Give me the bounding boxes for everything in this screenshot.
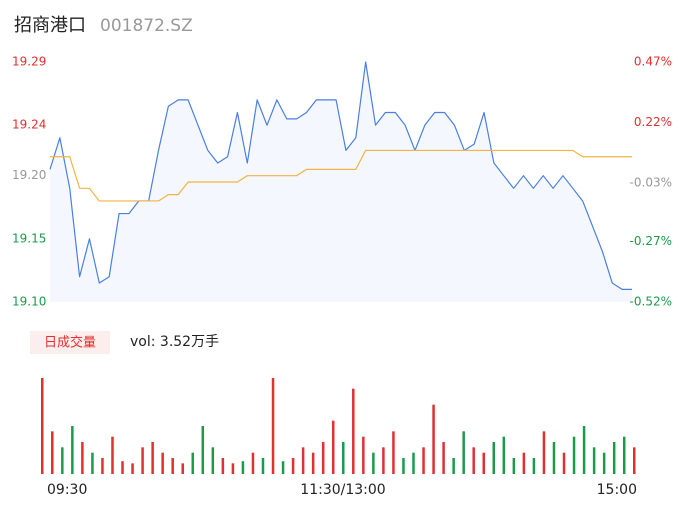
y2-tick-label: 0.22% — [634, 115, 672, 129]
volume-bar — [291, 458, 295, 474]
volume-bar — [572, 436, 576, 474]
volume-bar — [552, 442, 556, 474]
volume-bar — [562, 452, 566, 474]
volume-bar — [522, 452, 526, 474]
y2-tick-label: -0.03% — [630, 176, 672, 190]
volume-bar — [251, 452, 255, 474]
volume-bar — [612, 442, 616, 474]
volume-button-label[interactable]: 日成交量 — [44, 335, 96, 351]
volume-bar — [301, 447, 305, 474]
title: 招商港口 — [14, 15, 86, 36]
volume-bar — [61, 447, 64, 474]
x-tick-label: 15:00 — [597, 482, 637, 498]
volume-bar — [502, 436, 506, 474]
volume-bar — [191, 452, 195, 474]
volume-bar — [111, 436, 114, 474]
volume-bar — [211, 447, 215, 474]
volume-bar — [181, 463, 184, 474]
subtitle: 001872.SZ — [100, 16, 193, 36]
y-tick-label: 19.24 — [12, 118, 46, 132]
x-tick-label: 11:30/13:00 — [300, 482, 385, 498]
y2-tick-label: -0.52% — [630, 295, 672, 309]
volume-bar — [161, 452, 164, 474]
volume-bar — [141, 447, 144, 474]
volume-bar — [342, 442, 345, 474]
volume-button[interactable] — [30, 331, 110, 354]
volume-bar — [432, 404, 435, 474]
volume-bar — [592, 447, 596, 474]
volume-bar — [422, 447, 425, 474]
volume-bar — [231, 463, 235, 474]
volume-bar — [81, 442, 84, 474]
volume-bar — [382, 447, 385, 474]
volume-bar — [352, 388, 355, 474]
volume-bar — [281, 461, 285, 474]
y-tick-label: 19.20 — [12, 168, 46, 182]
volume-bar — [41, 378, 44, 474]
volume-bar — [482, 452, 485, 474]
volume-bar — [241, 461, 245, 474]
volume-bar — [171, 458, 174, 474]
volume-bar — [331, 420, 335, 474]
volume-bar — [412, 452, 415, 474]
volume-bar — [602, 452, 606, 474]
y-tick-label: 19.29 — [12, 55, 46, 69]
volume-bar — [91, 452, 94, 474]
volume-bar — [372, 452, 375, 474]
volume-bar — [271, 378, 275, 474]
volume-bar — [452, 458, 455, 474]
volume-bar — [462, 431, 465, 474]
volume-bar — [442, 442, 445, 474]
volume-bar — [472, 447, 475, 474]
volume-bar — [362, 436, 365, 474]
volume-bar — [532, 458, 536, 474]
volume-bar — [633, 447, 636, 474]
volume-bar — [71, 426, 74, 474]
y-tick-label: 19.10 — [12, 295, 46, 309]
volume-bar — [311, 452, 315, 474]
x-tick-label: 09:30 — [47, 482, 87, 498]
volume-bar — [201, 426, 205, 474]
volume-bar — [492, 442, 496, 474]
volume-bar — [151, 442, 154, 474]
volume-bar — [542, 431, 546, 474]
volume-bar — [622, 436, 626, 474]
volume-bar — [101, 458, 104, 474]
volume-label: vol: 3.52万手 — [130, 334, 219, 350]
price-area — [50, 62, 632, 302]
volume-bar — [321, 442, 325, 474]
volume-bar — [131, 463, 134, 474]
volume-bar — [582, 426, 586, 474]
volume-bar — [121, 461, 124, 474]
y2-tick-label: -0.27% — [630, 234, 672, 248]
average-line — [50, 149, 632, 202]
y-tick-label: 19.15 — [12, 231, 46, 245]
volume-bar — [261, 458, 265, 474]
volume-bar — [512, 458, 516, 474]
volume-bar — [402, 458, 405, 474]
volume-bar — [392, 431, 395, 474]
volume-bar — [51, 431, 54, 474]
volume-bar — [221, 458, 225, 474]
y2-tick-label: 0.47% — [634, 55, 672, 69]
